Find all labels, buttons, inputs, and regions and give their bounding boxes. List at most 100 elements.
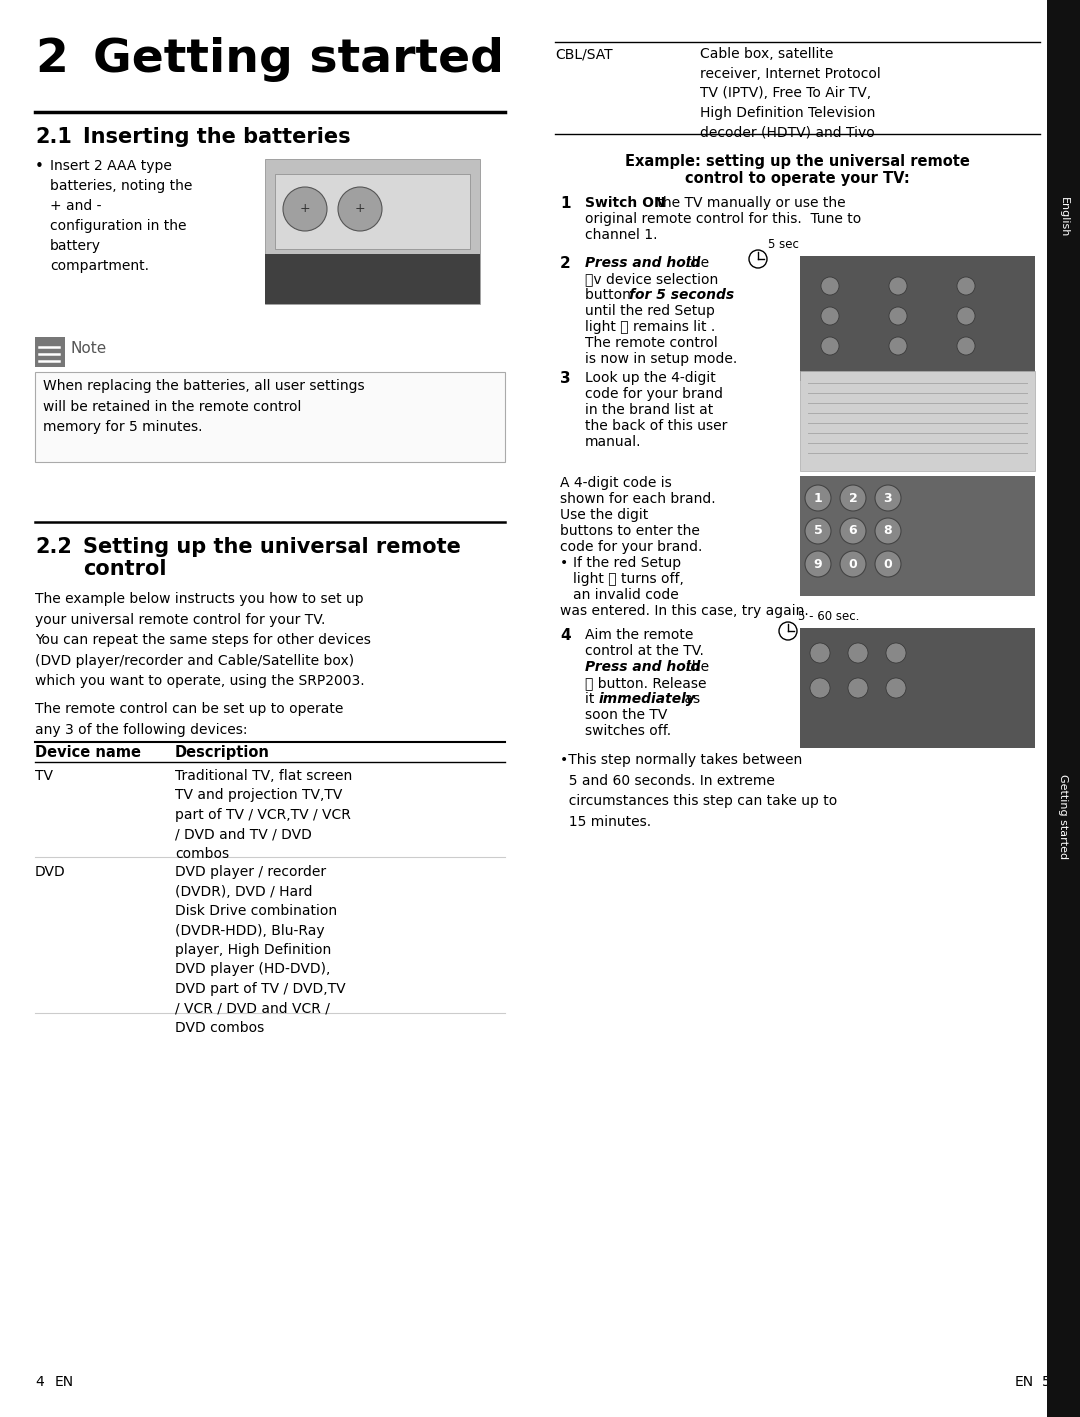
Circle shape bbox=[805, 485, 831, 512]
Text: 1: 1 bbox=[561, 196, 570, 211]
Text: Press and hold: Press and hold bbox=[585, 660, 700, 674]
Text: buttons to enter the: buttons to enter the bbox=[561, 524, 700, 538]
FancyBboxPatch shape bbox=[35, 373, 505, 462]
Text: was entered. In this case, try again.: was entered. In this case, try again. bbox=[561, 604, 809, 618]
Text: 4: 4 bbox=[35, 1374, 44, 1389]
Circle shape bbox=[957, 276, 975, 295]
Text: Setting up the universal remote: Setting up the universal remote bbox=[83, 537, 461, 557]
Text: •This step normally takes between
  5 and 60 seconds. In extreme
  circumstances: •This step normally takes between 5 and … bbox=[561, 752, 837, 829]
Text: as: as bbox=[680, 691, 700, 706]
Text: 4: 4 bbox=[561, 628, 570, 643]
Text: the: the bbox=[681, 256, 710, 271]
Text: •: • bbox=[35, 159, 44, 174]
Text: Description: Description bbox=[175, 745, 270, 760]
Circle shape bbox=[957, 307, 975, 324]
Bar bbox=[275, 174, 470, 249]
Circle shape bbox=[875, 519, 901, 544]
Circle shape bbox=[779, 622, 797, 640]
Text: Look up the 4-digit: Look up the 4-digit bbox=[585, 371, 716, 385]
Text: The remote control can be set up to operate
any 3 of the following devices:: The remote control can be set up to oper… bbox=[35, 701, 343, 737]
Bar bbox=[265, 254, 480, 305]
Text: 5 sec: 5 sec bbox=[768, 238, 799, 251]
Text: the back of this user: the back of this user bbox=[585, 419, 727, 434]
Text: 8: 8 bbox=[883, 524, 892, 537]
Text: Note: Note bbox=[71, 341, 107, 356]
Text: the: the bbox=[681, 660, 710, 674]
Text: switches off.: switches off. bbox=[585, 724, 671, 738]
Bar bbox=[265, 159, 480, 305]
Text: light ⒪ remains lit .: light ⒪ remains lit . bbox=[585, 320, 715, 334]
Text: +: + bbox=[299, 203, 310, 215]
Text: Getting started: Getting started bbox=[1058, 775, 1068, 860]
Circle shape bbox=[840, 519, 866, 544]
Circle shape bbox=[810, 643, 831, 663]
Text: 2.2: 2.2 bbox=[35, 537, 72, 557]
Text: shown for each brand.: shown for each brand. bbox=[561, 492, 716, 506]
Text: Use the digit: Use the digit bbox=[561, 509, 648, 521]
Text: •: • bbox=[561, 555, 568, 570]
Text: The remote control: The remote control bbox=[585, 336, 718, 350]
Text: 5 - 60 sec.: 5 - 60 sec. bbox=[798, 609, 860, 623]
Text: TV: TV bbox=[35, 769, 53, 784]
Circle shape bbox=[957, 337, 975, 356]
Text: manual.: manual. bbox=[585, 435, 642, 449]
Text: control to operate your TV:: control to operate your TV: bbox=[685, 171, 909, 186]
Text: 9: 9 bbox=[813, 557, 822, 571]
Circle shape bbox=[840, 485, 866, 512]
Circle shape bbox=[875, 551, 901, 577]
Bar bbox=[1047, 0, 1080, 1417]
Text: The example below instructs you how to set up
your universal remote control for : The example below instructs you how to s… bbox=[35, 592, 370, 689]
Text: Getting started: Getting started bbox=[93, 37, 504, 82]
Text: EN: EN bbox=[55, 1374, 75, 1389]
Text: Inserting the batteries: Inserting the batteries bbox=[83, 128, 351, 147]
Text: 0: 0 bbox=[883, 557, 892, 571]
Text: 6: 6 bbox=[849, 524, 858, 537]
Text: Traditional TV, flat screen
TV and projection TV,TV
part of TV / VCR,TV / VCR
/ : Traditional TV, flat screen TV and proje… bbox=[175, 769, 352, 862]
Circle shape bbox=[886, 677, 906, 699]
Text: A 4-digit code is: A 4-digit code is bbox=[561, 476, 672, 490]
Bar bbox=[800, 256, 1035, 381]
Text: code for your brand: code for your brand bbox=[585, 387, 723, 401]
Text: for 5 seconds: for 5 seconds bbox=[629, 288, 734, 302]
Text: channel 1.: channel 1. bbox=[585, 228, 658, 242]
Circle shape bbox=[750, 249, 767, 268]
Text: an invalid code: an invalid code bbox=[573, 588, 678, 602]
Text: 2: 2 bbox=[35, 37, 68, 82]
Text: control: control bbox=[83, 558, 166, 580]
Text: 3: 3 bbox=[561, 371, 570, 385]
Text: Press and hold: Press and hold bbox=[585, 256, 700, 271]
Text: code for your brand.: code for your brand. bbox=[561, 540, 702, 554]
Text: 5: 5 bbox=[1042, 1374, 1051, 1389]
Circle shape bbox=[821, 337, 839, 356]
Circle shape bbox=[821, 276, 839, 295]
Text: CBL/SAT: CBL/SAT bbox=[555, 47, 612, 61]
Text: button: button bbox=[585, 288, 635, 302]
Circle shape bbox=[848, 643, 868, 663]
Circle shape bbox=[338, 187, 382, 231]
Text: When replacing the batteries, all user settings
will be retained in the remote c: When replacing the batteries, all user s… bbox=[43, 378, 365, 434]
Text: Device name: Device name bbox=[35, 745, 141, 760]
Text: Example: setting up the universal remote: Example: setting up the universal remote bbox=[625, 154, 970, 169]
Text: Cable box, satellite
receiver, Internet Protocol
TV (IPTV), Free To Air TV,
High: Cable box, satellite receiver, Internet … bbox=[700, 47, 881, 139]
Text: original remote control for this.  Tune to: original remote control for this. Tune t… bbox=[585, 213, 861, 225]
Circle shape bbox=[805, 551, 831, 577]
Bar bbox=[800, 476, 1035, 597]
Text: 3: 3 bbox=[883, 492, 892, 504]
Text: 0: 0 bbox=[849, 557, 858, 571]
Text: ⒪ button. Release: ⒪ button. Release bbox=[585, 676, 706, 690]
Text: DVD: DVD bbox=[35, 864, 66, 879]
Text: Insert 2 AAA type
batteries, noting the
+ and -
configuration in the
battery
com: Insert 2 AAA type batteries, noting the … bbox=[50, 159, 192, 273]
Text: soon the TV: soon the TV bbox=[585, 708, 667, 723]
Text: the TV manually or use the: the TV manually or use the bbox=[653, 196, 846, 210]
Circle shape bbox=[886, 643, 906, 663]
Text: 2: 2 bbox=[561, 256, 570, 271]
Circle shape bbox=[805, 519, 831, 544]
Text: English: English bbox=[1058, 197, 1068, 237]
Text: it: it bbox=[585, 691, 598, 706]
Text: light ⒪ turns off,: light ⒪ turns off, bbox=[573, 572, 684, 587]
Text: immediately: immediately bbox=[599, 691, 696, 706]
Text: EN: EN bbox=[1015, 1374, 1035, 1389]
Bar bbox=[800, 628, 1035, 748]
Text: Ⓣᴠ device selection: Ⓣᴠ device selection bbox=[585, 272, 718, 286]
Text: in the brand list at: in the brand list at bbox=[585, 402, 713, 417]
